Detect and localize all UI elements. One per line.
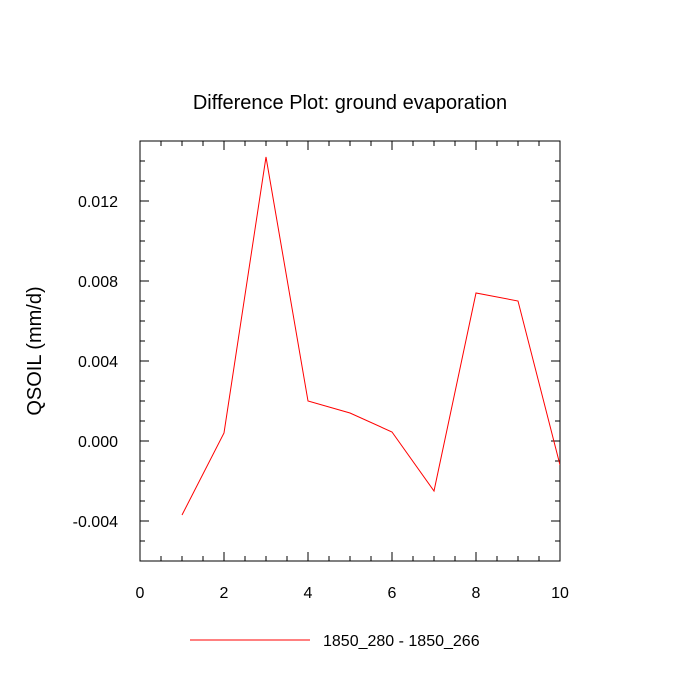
x-tick-label: 6 — [388, 585, 397, 602]
x-tick-label: 0 — [136, 585, 145, 602]
plot-frame — [139, 140, 561, 562]
y-tick-label: 0.004 — [78, 354, 118, 371]
x-tick-label: 10 — [551, 585, 569, 602]
legend-label: 1850_280 - 1850_266 — [323, 633, 480, 650]
chart-title: Difference Plot: ground evaporation — [193, 92, 507, 114]
y-tick-label: 0.008 — [78, 274, 118, 291]
y-tick-label: 0.000 — [78, 434, 118, 451]
y-axis-label: QSOIL (mm/d) — [24, 286, 46, 415]
x-tick-label: 8 — [472, 585, 481, 602]
x-axis: 0 2 4 6 8 10 — [136, 141, 569, 602]
series-layer — [181, 156, 560, 516]
series-line — [181, 156, 560, 516]
y-tick-label: 0.012 — [78, 194, 118, 211]
y-tick-label: -0.004 — [73, 514, 118, 531]
x-tick-label: 2 — [220, 585, 229, 602]
x-tick-label: 4 — [304, 585, 313, 602]
y-axis: -0.004 0.000 0.004 0.008 0.012 — [73, 140, 560, 562]
legend: 1850_280 - 1850_266 — [190, 633, 480, 650]
